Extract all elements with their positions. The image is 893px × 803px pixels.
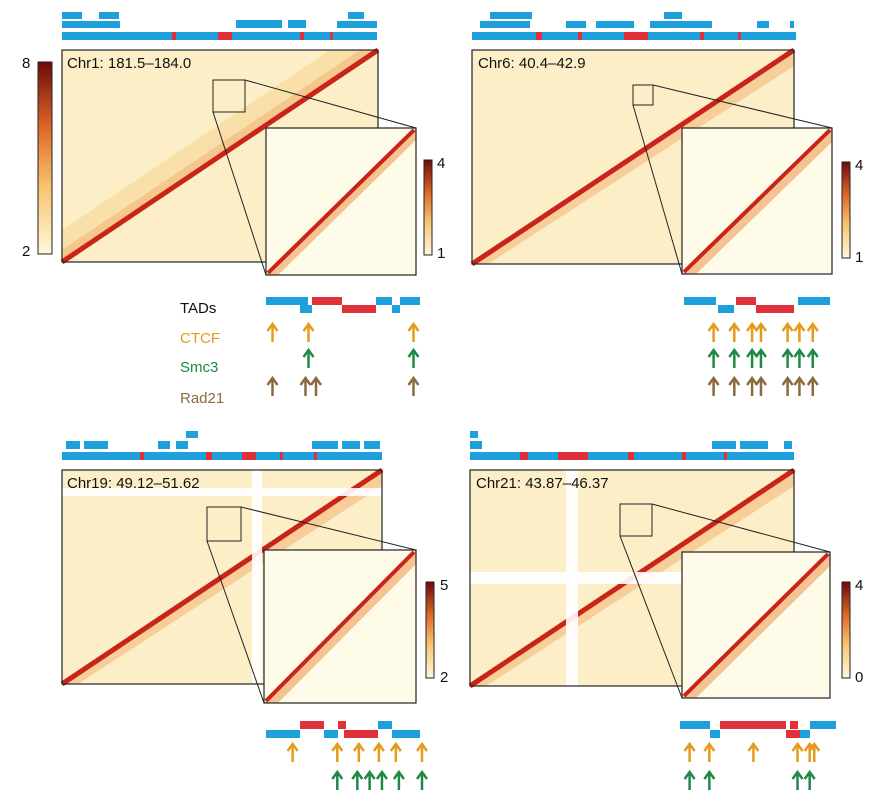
tad-track-bottom (684, 297, 830, 313)
smc3-arrow-icon (683, 769, 696, 790)
legend-smc3: Smc3 (180, 359, 218, 376)
smc3-arrow-icon (746, 347, 759, 368)
rad21-arrow-icon (806, 375, 819, 396)
ctcf-arrow-icon (747, 741, 760, 762)
panel-chr6: Chr6: 40.4–42.9 4 1 (470, 12, 863, 396)
panel-title: Chr1: 181.5–184.0 (67, 55, 191, 72)
rad21-arrow-icon (728, 375, 741, 396)
ctcf-arrow-icon (389, 741, 402, 762)
rad21-arrow-icon (781, 375, 794, 396)
smc3-arrow-icon (781, 347, 794, 368)
legend: TADs CTCF Smc3 Rad21 (180, 300, 224, 407)
colorbar-inset-max: 5 (440, 577, 448, 594)
tad-track-bottom (266, 721, 420, 738)
tad-track-top (62, 12, 377, 40)
arrow-rows (286, 741, 429, 790)
tad-track-bottom (680, 721, 836, 738)
tad-track-top (470, 431, 794, 460)
colorbar-inset-max: 4 (855, 157, 863, 174)
arrow-rows (683, 741, 821, 790)
ctcf-arrow-icon (683, 741, 696, 762)
ctcf-arrow-icon (302, 321, 315, 342)
rad21-arrow-icon (407, 375, 420, 396)
smc3-arrow-icon (351, 769, 364, 790)
ctcf-arrow-icon (407, 321, 420, 342)
hic-map-inset (681, 551, 831, 699)
smc3-arrow-icon (363, 769, 376, 790)
panel-chr1: Chr1: 181.5–184.0 8 2 4 1 TAD (22, 12, 445, 407)
tad-track-top (62, 431, 382, 460)
colorbar-inset: 4 1 (423, 155, 445, 262)
rad21-arrow-icon (299, 375, 312, 396)
colorbar-inset-min: 2 (440, 669, 448, 686)
smc3-arrow-icon (728, 347, 741, 368)
colorbar-inset-min: 1 (855, 249, 863, 266)
hic-map-inset (263, 549, 417, 704)
smc3-arrow-icon (392, 769, 405, 790)
hic-map-inset (265, 127, 417, 276)
panel-title: Chr6: 40.4–42.9 (478, 55, 586, 72)
colorbar-inset: 4 1 (841, 157, 863, 266)
rad21-arrow-icon (746, 375, 759, 396)
ctcf-arrow-icon (781, 321, 794, 342)
colorbar-inset: 4 0 (841, 577, 863, 686)
ctcf-arrow-icon (703, 741, 716, 762)
smc3-arrow-icon (806, 347, 819, 368)
colorbar-inset-max: 4 (855, 577, 863, 594)
smc3-arrow-icon (793, 347, 806, 368)
rad21-arrow-icon (793, 375, 806, 396)
colorbar-inset: 5 2 (425, 577, 448, 686)
colorbar-inset-min: 0 (855, 669, 863, 686)
hic-map-inset (681, 127, 833, 275)
smc3-arrow-icon (407, 347, 420, 368)
ctcf-arrow-icon (808, 741, 821, 762)
panel-chr21: Chr21: 43.87–46.37 4 0 (468, 431, 863, 790)
smc3-arrow-icon (707, 347, 720, 368)
arrow-rows (707, 321, 819, 396)
ctcf-arrow-icon (372, 741, 385, 762)
rad21-arrow-icon (266, 375, 279, 396)
ctcf-arrow-icon (286, 741, 299, 762)
ctcf-arrow-icon (352, 741, 365, 762)
ctcf-arrow-icon (331, 741, 344, 762)
ctcf-arrow-icon (707, 321, 720, 342)
smc3-arrow-icon (415, 769, 429, 790)
tad-track-top (472, 12, 796, 40)
legend-ctcf: CTCF (180, 330, 220, 347)
legend-rad21: Rad21 (180, 390, 224, 407)
panel-title: Chr21: 43.87–46.37 (476, 475, 609, 492)
smc3-arrow-icon (803, 769, 816, 790)
ctcf-arrow-icon (806, 321, 819, 342)
colorbar-main-max: 8 (22, 55, 30, 72)
smc3-arrow-icon (375, 769, 388, 790)
smc3-arrow-icon (754, 347, 767, 368)
colorbar-main: 8 2 (22, 55, 53, 260)
ctcf-arrow-icon (791, 741, 804, 762)
rad21-arrow-icon (309, 375, 323, 396)
panel-title: Chr19: 49.12–51.62 (67, 475, 200, 492)
ctcf-arrow-icon (754, 321, 767, 342)
smc3-arrow-icon (703, 769, 716, 790)
legend-tads: TADs (180, 300, 216, 317)
ctcf-arrow-icon (728, 321, 741, 342)
ctcf-arrow-icon (415, 741, 429, 762)
ctcf-arrow-icon (793, 321, 806, 342)
ctcf-arrow-icon (266, 321, 279, 342)
colorbar-inset-max: 4 (437, 155, 445, 172)
smc3-arrow-icon (331, 769, 344, 790)
smc3-arrow-icon (302, 347, 315, 368)
ctcf-arrow-icon (746, 321, 759, 342)
colorbar-main-min: 2 (22, 243, 30, 260)
rad21-arrow-icon (707, 375, 720, 396)
arrow-rows (266, 321, 420, 396)
colorbar-inset-min: 1 (437, 245, 445, 262)
tad-track-bottom (266, 297, 420, 313)
panel-chr19: Chr19: 49.12–51.62 5 2 (60, 431, 448, 790)
rad21-arrow-icon (754, 375, 767, 396)
smc3-arrow-icon (791, 769, 804, 790)
